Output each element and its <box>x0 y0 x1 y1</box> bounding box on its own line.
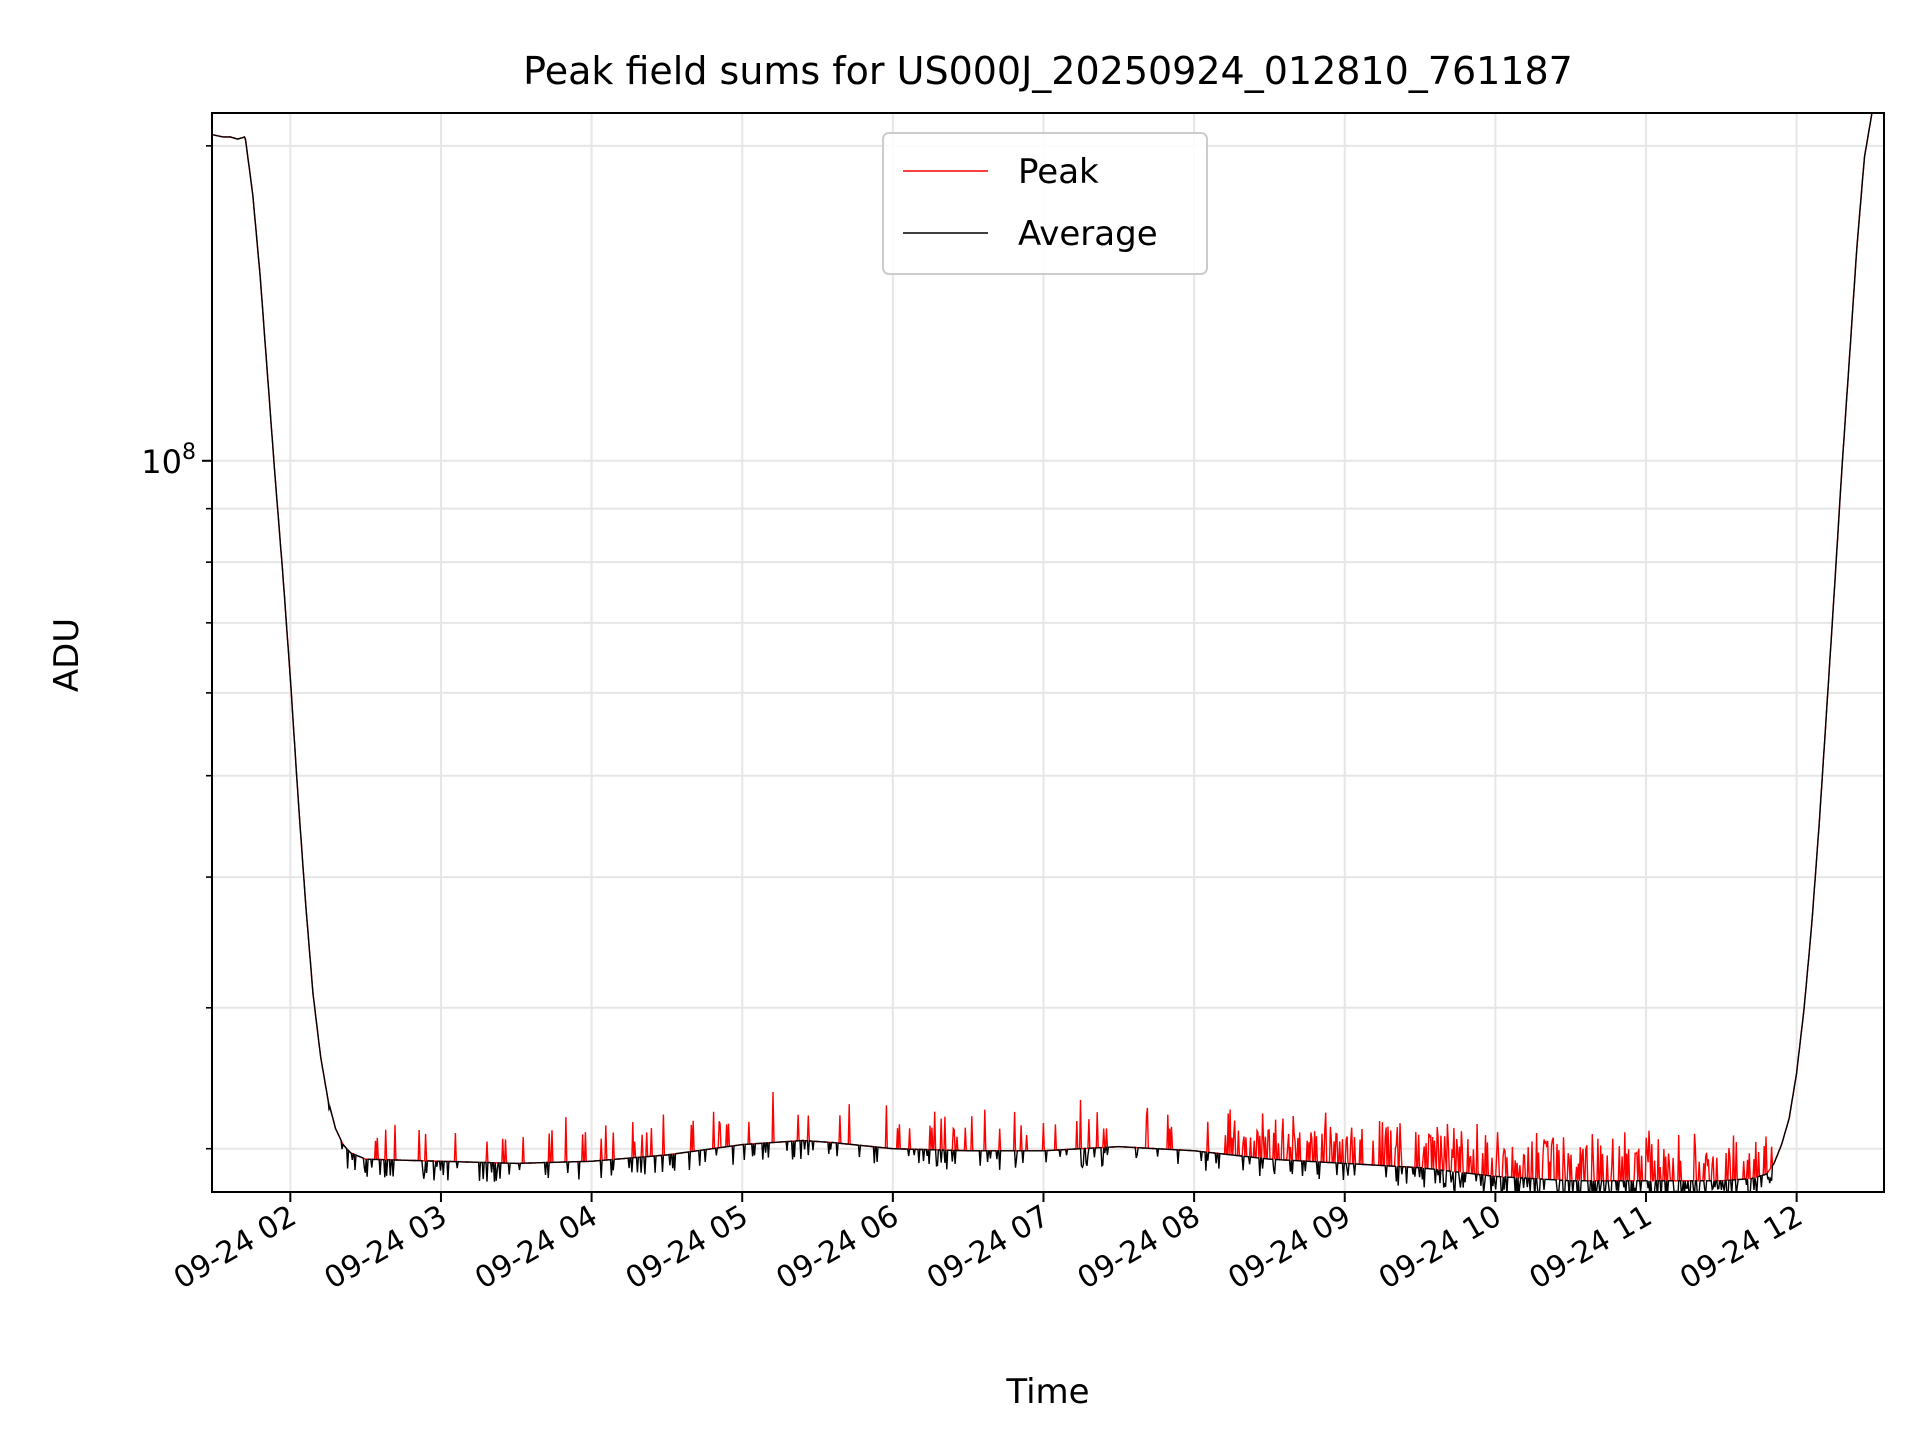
grid <box>212 113 1884 1192</box>
x-axis-label: Time <box>1005 1372 1089 1412</box>
y-tick-label-base: 10 <box>141 443 182 481</box>
y-axis-label: ADU <box>47 618 87 692</box>
legend-label-average: Average <box>1018 214 1158 254</box>
legend-box <box>882 132 1208 275</box>
legend-label-peak: Peak <box>1018 152 1099 192</box>
legend: Peak Average <box>882 132 1208 275</box>
plot-frame <box>211 112 1885 1193</box>
y-tick-label-exponent: 8 <box>182 440 196 465</box>
y-tick-label: 108 <box>141 440 196 481</box>
chart-title: Peak field sums for US000J_20250924_0128… <box>523 49 1573 93</box>
